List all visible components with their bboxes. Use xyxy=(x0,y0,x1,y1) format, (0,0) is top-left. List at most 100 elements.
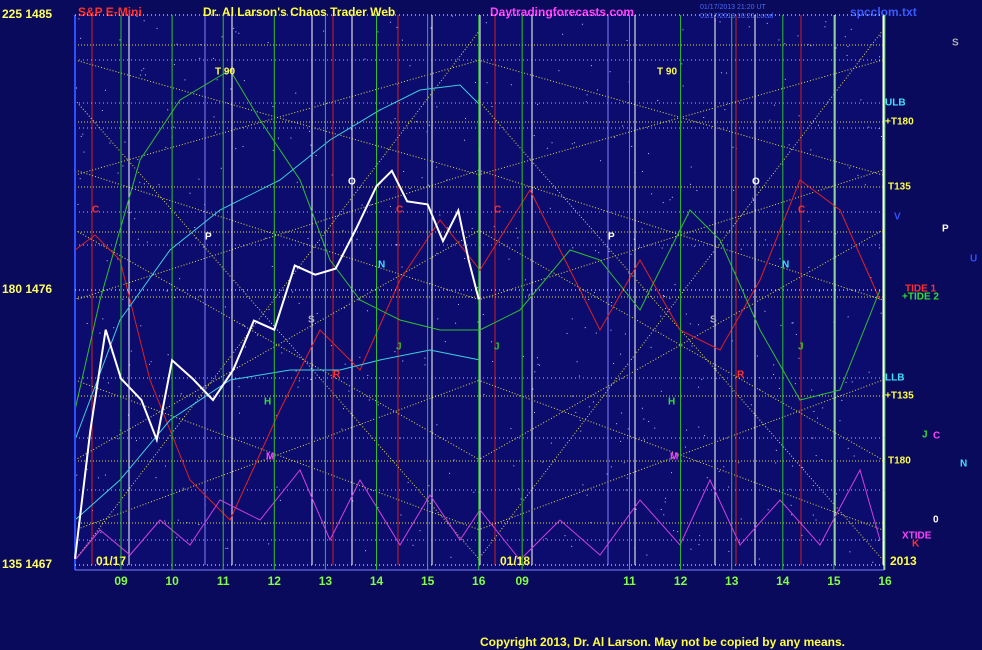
annotation: C xyxy=(396,205,403,216)
star xyxy=(639,44,641,46)
file-name: spcclom.txt xyxy=(850,5,917,19)
star xyxy=(588,406,590,408)
fan-line xyxy=(74,59,481,176)
star xyxy=(733,189,735,191)
star xyxy=(86,468,88,470)
star xyxy=(857,174,859,176)
star xyxy=(669,199,671,201)
stamp: 01/17/2013 16:20 Local xyxy=(700,13,774,20)
star xyxy=(720,72,722,74)
star xyxy=(671,472,673,474)
star xyxy=(296,181,298,183)
star xyxy=(143,20,145,22)
star xyxy=(579,419,581,421)
star xyxy=(97,477,99,479)
star xyxy=(477,321,479,323)
star xyxy=(107,382,109,384)
star xyxy=(654,427,656,429)
star xyxy=(310,144,312,146)
copyright: Copyright 2013, Dr. Al Larson. May not b… xyxy=(480,635,845,649)
star xyxy=(170,284,172,286)
star xyxy=(176,536,178,538)
x-tick-label: 10 xyxy=(165,574,179,588)
x-tick-label: 13 xyxy=(725,574,739,588)
star xyxy=(140,325,142,327)
annotation: C xyxy=(494,205,501,216)
star xyxy=(76,474,78,476)
star xyxy=(350,128,352,130)
star xyxy=(752,197,754,199)
star xyxy=(756,355,758,357)
star xyxy=(136,15,138,17)
star xyxy=(437,318,439,320)
star xyxy=(718,470,720,472)
star xyxy=(686,429,688,431)
star xyxy=(879,247,881,249)
star xyxy=(588,298,590,300)
star xyxy=(213,116,215,118)
star xyxy=(616,423,618,425)
star xyxy=(706,477,708,479)
star xyxy=(703,435,705,437)
star xyxy=(135,440,137,442)
star xyxy=(182,487,184,489)
annotation: O xyxy=(348,177,356,188)
star xyxy=(109,142,111,144)
fan-line xyxy=(74,29,481,561)
star xyxy=(641,228,643,230)
star xyxy=(315,155,317,157)
star xyxy=(846,54,848,56)
star xyxy=(698,386,700,388)
star xyxy=(323,30,325,32)
star xyxy=(773,374,775,376)
star xyxy=(513,465,515,467)
star xyxy=(167,109,169,111)
symbol: S&P E-Mini xyxy=(78,5,142,19)
star xyxy=(576,361,578,363)
star xyxy=(600,160,602,162)
star xyxy=(788,144,790,146)
star xyxy=(227,547,229,549)
star xyxy=(119,429,121,431)
star xyxy=(290,137,292,139)
star xyxy=(419,530,421,532)
star xyxy=(394,351,396,353)
star xyxy=(651,193,653,195)
star xyxy=(366,310,368,312)
star xyxy=(598,252,600,254)
star xyxy=(621,412,623,414)
star xyxy=(775,462,777,464)
star xyxy=(446,227,448,229)
annotation: U xyxy=(970,254,977,265)
star xyxy=(102,318,104,320)
star xyxy=(137,238,139,240)
star xyxy=(486,82,488,84)
star xyxy=(307,237,309,239)
star xyxy=(189,192,191,194)
star xyxy=(536,357,538,359)
star xyxy=(134,218,136,220)
star xyxy=(520,498,522,500)
star xyxy=(769,119,771,121)
star xyxy=(365,550,367,552)
star xyxy=(352,500,354,502)
star xyxy=(641,407,643,409)
star xyxy=(698,426,700,428)
star xyxy=(199,295,201,297)
star xyxy=(436,106,438,108)
xtide-curve xyxy=(74,468,881,561)
annotation: C xyxy=(798,205,805,216)
annotation: J xyxy=(494,342,500,353)
star xyxy=(571,318,573,320)
star xyxy=(444,341,446,343)
star xyxy=(76,87,78,89)
star xyxy=(673,530,675,532)
star xyxy=(235,31,237,33)
star xyxy=(808,266,810,268)
star xyxy=(715,368,717,370)
star xyxy=(627,428,629,430)
star xyxy=(200,288,202,290)
star xyxy=(477,287,479,289)
annotation: K xyxy=(912,539,920,550)
